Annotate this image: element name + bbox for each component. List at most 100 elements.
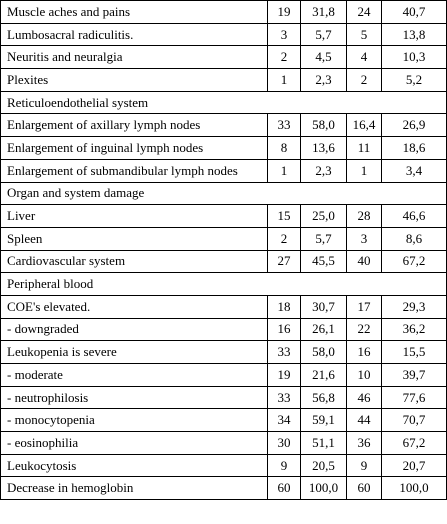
cell-value: 100,0 [300,476,347,501]
table-row: - monocytopenia 34 59,1 44 70,7 [0,408,447,433]
cell-value: 27 [267,249,301,274]
cell-value: 31,8 [300,0,347,24]
cell-value: 39,7 [381,363,447,387]
row-label: Leukocytosis [0,453,268,478]
row-label: - downgraded [0,317,268,342]
cell-value: 33 [267,385,301,410]
cell-value: 46,6 [381,204,447,228]
cell-value: 3 [346,226,382,251]
table-row: Decrease in hemoglobin 60 100,0 60 100,0 [0,476,447,501]
cell-value: 34 [267,408,301,433]
cell-value: 33 [267,113,301,138]
cell-value: 13,8 [381,22,447,47]
cell-value: 36,2 [381,317,447,342]
cell-value: 40 [346,249,382,274]
table-row: Muscle aches and pains 19 31,8 24 40,7 [0,0,447,24]
table-row: Enlargement of submandibular lymph nodes… [0,158,447,183]
table-row: Spleen 2 5,7 3 8,6 [0,226,447,251]
cell-value: 28 [346,204,382,228]
cell-value: 17 [346,294,382,319]
cell-value: 60 [346,476,382,501]
cell-value: 8 [267,136,301,160]
cell-value: 20,7 [381,453,447,478]
cell-value: 26,9 [381,113,447,138]
cell-value: 2 [267,45,301,70]
row-label: - neutrophilosis [0,385,268,410]
table-row: COE's elevated. 18 30,7 17 29,3 [0,294,447,319]
cell-value: 16,4 [346,113,382,138]
table-row: Neuritis and neuralgia 2 4,5 4 10,3 [0,45,447,70]
row-label: COE's elevated. [0,294,268,319]
row-label: Enlargement of inguinal lymph nodes [0,136,268,160]
cell-value: 5 [346,22,382,47]
cell-value: 36 [346,431,382,455]
cell-value: 15 [267,204,301,228]
cell-value: 77,6 [381,385,447,410]
cell-value: 4 [346,45,382,70]
cell-value: 26,1 [300,317,347,342]
cell-value: 11 [346,136,382,160]
table-row: - eosinophilia 30 51,1 36 67,2 [0,431,447,455]
cell-value: 13,6 [300,136,347,160]
section-row: Organ and system damage [0,181,447,206]
cell-value: 10,3 [381,45,447,70]
cell-value: 29,3 [381,294,447,319]
table-row: Liver 15 25,0 28 46,6 [0,204,447,228]
table-row: Leukocytosis 9 20,5 9 20,7 [0,453,447,478]
cell-value: 1 [267,158,301,183]
cell-value: 16 [346,340,382,364]
cell-value: 20,5 [300,453,347,478]
table-row: - downgraded 16 26,1 22 36,2 [0,317,447,342]
section-title: Organ and system damage [0,181,447,206]
cell-value: 2 [267,226,301,251]
cell-value: 2,3 [300,68,347,92]
row-label: Leukopenia is severe [0,340,268,364]
row-label: Spleen [0,226,268,251]
table-row: Enlargement of axillary lymph nodes 33 58,… [0,113,447,138]
row-label: Liver [0,204,268,228]
cell-value: 45,5 [300,249,347,274]
row-label: Lumbosacral radiculitis. [0,22,268,47]
cell-value: 46 [346,385,382,410]
table-row: Cardiovascular system 27 45,5 40 67,2 [0,249,447,274]
row-label: Plexites [0,68,268,92]
cell-value: 56,8 [300,385,347,410]
section-title: Reticuloendothelial system [0,90,447,115]
cell-value: 51,1 [300,431,347,455]
cell-value: 5,2 [381,68,447,92]
cell-value: 40,7 [381,0,447,24]
cell-value: 3 [267,22,301,47]
row-label: - eosinophilia [0,431,268,455]
cell-value: 8,6 [381,226,447,251]
cell-value: 58,0 [300,340,347,364]
cell-value: 18,6 [381,136,447,160]
cell-value: 59,1 [300,408,347,433]
cell-value: 58,0 [300,113,347,138]
cell-value: 67,2 [381,431,447,455]
cell-value: 18 [267,294,301,319]
table-body: Muscle aches and pains 19 31,8 24 40,7 Lumbos… [0,0,447,501]
cell-value: 3,4 [381,158,447,183]
table-row: Lumbosacral radiculitis. 3 5,7 5 13,8 [0,22,447,47]
table-row: - moderate 19 21,6 10 39,7 [0,363,447,387]
cell-value: 10 [346,363,382,387]
cell-value: 9 [346,453,382,478]
table-row: Enlargement of inguinal lymph nodes 8 13,6… [0,136,447,160]
section-title: Peripheral blood [0,272,447,296]
cell-value: 15,5 [381,340,447,364]
cell-value: 70,7 [381,408,447,433]
cell-value: 67,2 [381,249,447,274]
section-row: Peripheral blood [0,272,447,296]
row-label: Enlargement of submandibular lymph nodes [0,158,268,183]
cell-value: 21,6 [300,363,347,387]
row-label: - monocytopenia [0,408,268,433]
table-row: Plexites 1 2,3 2 5,2 [0,68,447,92]
cell-value: 5,7 [300,226,347,251]
cell-value: 25,0 [300,204,347,228]
table-row: Leukopenia is severe 33 58,0 16 15,5 [0,340,447,364]
cell-value: 19 [267,363,301,387]
row-label: Enlargement of axillary lymph nodes [0,113,268,138]
cell-value: 100,0 [381,476,447,501]
row-label: Decrease in hemoglobin [0,476,268,501]
